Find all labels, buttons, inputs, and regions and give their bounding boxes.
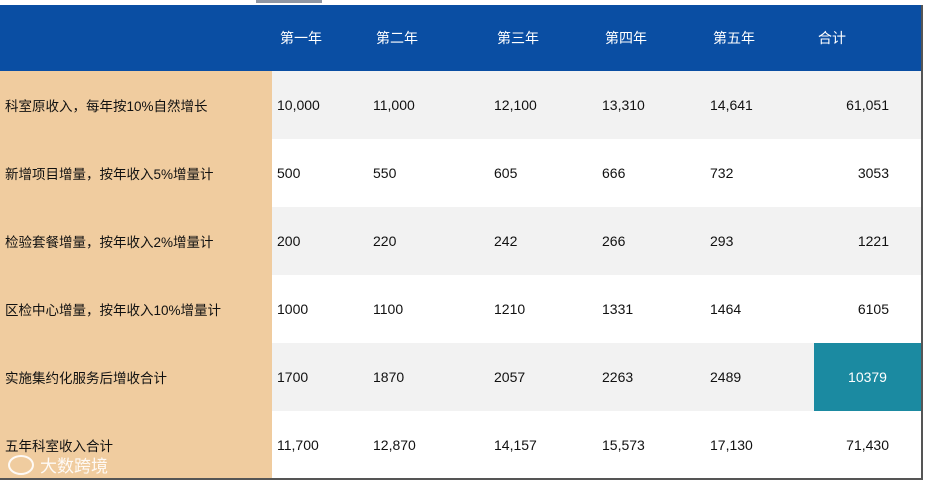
header-cell-blank bbox=[0, 5, 272, 71]
cell-value: 666 bbox=[602, 165, 626, 181]
cell-value: 550 bbox=[373, 165, 397, 181]
table-row: 区检中心增量，按年收入10%增量计 1000 1100 1210 1331 14… bbox=[0, 275, 921, 343]
table-row: 科室原收入，每年按10%自然增长 10,000 11,000 12,100 13… bbox=[0, 71, 921, 139]
cell-value: 266 bbox=[597, 207, 705, 275]
cell-value: 1210 bbox=[494, 301, 526, 317]
header-year-4: 第四年 bbox=[605, 30, 647, 46]
header-row: 第一年 第二年 第三年 第四年 第五年 合计 bbox=[0, 5, 921, 71]
cell-value: 1870 bbox=[368, 343, 489, 411]
cell-value: 15,573 bbox=[602, 437, 645, 453]
watermark: 大数跨境 bbox=[8, 452, 108, 477]
cell-value: 605 bbox=[494, 165, 518, 181]
revenue-table: 第一年 第二年 第三年 第四年 第五年 合计 科室原收入，每年按10%自然增长 … bbox=[0, 5, 921, 478]
cell-total: 6105 bbox=[857, 301, 889, 317]
cell-value: 1464 bbox=[710, 301, 742, 317]
cell-value: 2263 bbox=[597, 343, 705, 411]
header-year-5: 第五年 bbox=[713, 30, 755, 46]
cell-value: 293 bbox=[705, 207, 814, 275]
table-row: 五年科室收入合计 11,700 12,870 14,157 15,573 17,… bbox=[0, 411, 921, 478]
cell-total: 71,430 bbox=[846, 437, 889, 453]
cell-total: 61,051 bbox=[814, 71, 921, 139]
cell-value: 200 bbox=[272, 207, 368, 275]
cell-value: 14,641 bbox=[705, 71, 814, 139]
cell-total: 1221 bbox=[814, 207, 921, 275]
watermark-logo-icon bbox=[8, 454, 34, 475]
cell-value: 2489 bbox=[705, 343, 814, 411]
revenue-table-frame: 第一年 第二年 第三年 第四年 第五年 合计 科室原收入，每年按10%自然增长 … bbox=[0, 5, 923, 480]
cell-value: 220 bbox=[368, 207, 489, 275]
row-label: 实施集约化服务后增收合计 bbox=[0, 343, 272, 411]
cell-value: 12,870 bbox=[373, 437, 416, 453]
cell-value: 1700 bbox=[272, 343, 368, 411]
cell-value: 1331 bbox=[602, 301, 634, 317]
table-row: 新增项目增量，按年收入5%增量计 500 550 605 666 732 305… bbox=[0, 139, 921, 207]
cell-value: 12,100 bbox=[489, 71, 597, 139]
row-label: 区检中心增量，按年收入10%增量计 bbox=[0, 275, 272, 343]
header-year-1: 第一年 bbox=[280, 30, 322, 46]
cell-value: 1100 bbox=[373, 301, 404, 317]
table-row: 实施集约化服务后增收合计 1700 1870 2057 2263 2489 10… bbox=[0, 343, 921, 411]
top-strip bbox=[0, 0, 925, 5]
header-year-2: 第二年 bbox=[376, 30, 418, 46]
cell-value: 1000 bbox=[277, 301, 309, 317]
cell-value: 2057 bbox=[489, 343, 597, 411]
cell-value: 11,000 bbox=[368, 71, 489, 139]
table-row: 检验套餐增量，按年收入2%增量计 200 220 242 266 293 122… bbox=[0, 207, 921, 275]
row-label: 五年科室收入合计 bbox=[0, 411, 272, 478]
cell-value: 13,310 bbox=[597, 71, 705, 139]
header-year-3: 第三年 bbox=[497, 30, 539, 46]
cell-value: 500 bbox=[277, 165, 301, 181]
cell-value: 10,000 bbox=[272, 71, 368, 139]
header-total: 合计 bbox=[818, 30, 846, 46]
selection-tick bbox=[256, 0, 322, 3]
row-label: 科室原收入，每年按10%自然增长 bbox=[0, 71, 272, 139]
row-label: 检验套餐增量，按年收入2%增量计 bbox=[0, 207, 272, 275]
cell-value: 11,700 bbox=[277, 437, 319, 453]
cell-value: 242 bbox=[489, 207, 597, 275]
cell-value: 732 bbox=[710, 165, 734, 181]
watermark-text: 大数跨境 bbox=[40, 457, 108, 476]
cell-total: 3053 bbox=[857, 165, 889, 181]
cell-value: 14,157 bbox=[494, 437, 537, 453]
row-label: 新增项目增量，按年收入5%增量计 bbox=[0, 139, 272, 207]
cell-total-highlighted: 10379 bbox=[814, 343, 921, 411]
cell-value: 17,130 bbox=[710, 437, 753, 453]
